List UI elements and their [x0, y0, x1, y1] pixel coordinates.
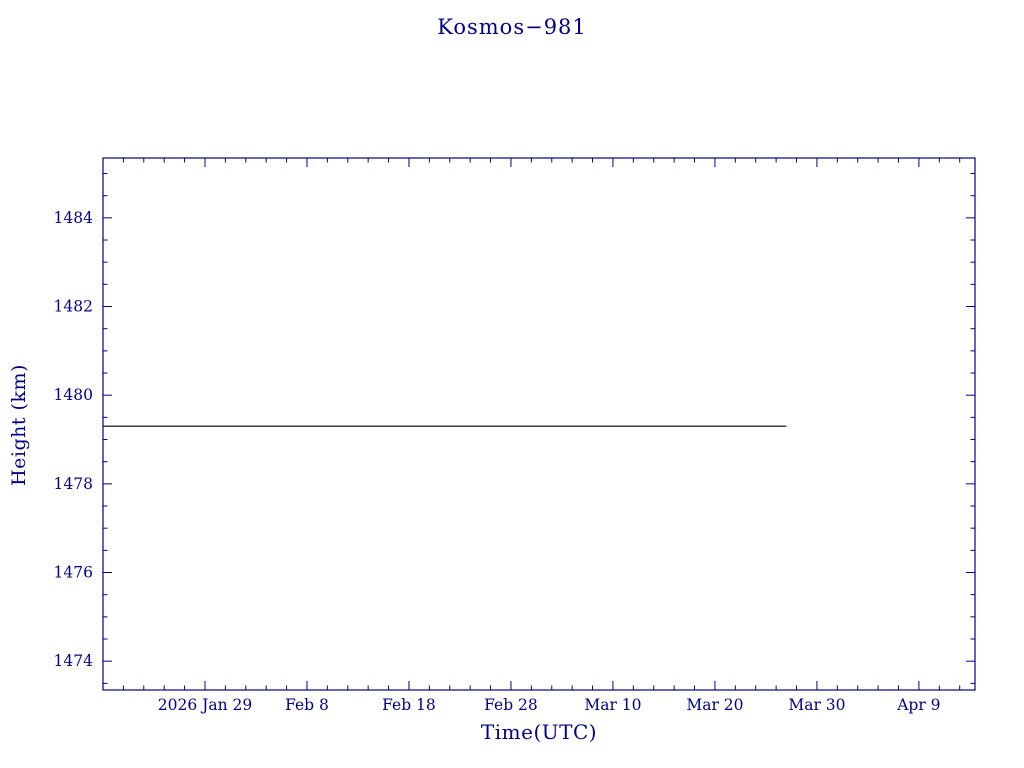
- x-tick-label: Mar 10: [584, 696, 641, 714]
- y-tick-label: 1478: [54, 475, 93, 493]
- x-tick-label: Feb 18: [382, 696, 436, 714]
- x-tick-label: Feb 28: [484, 696, 538, 714]
- x-tick-label: Feb 8: [285, 696, 329, 714]
- y-tick-label: 1480: [54, 386, 93, 404]
- plot-frame: [102, 157, 976, 691]
- x-tick-label: Mar 30: [788, 696, 845, 714]
- x-tick-label: Apr 9: [896, 696, 940, 714]
- y-tick-label: 1482: [54, 298, 93, 316]
- x-tick-label: 2026 Jan 29: [158, 696, 252, 714]
- x-tick-label: Mar 20: [686, 696, 743, 714]
- y-tick-label: 1476: [54, 564, 93, 582]
- chart-title: Kosmos−981: [437, 15, 587, 39]
- y-tick-label: 1474: [54, 652, 94, 670]
- y-tick-label: 1484: [54, 209, 94, 227]
- x-axis-label: Time(UTC): [480, 720, 598, 744]
